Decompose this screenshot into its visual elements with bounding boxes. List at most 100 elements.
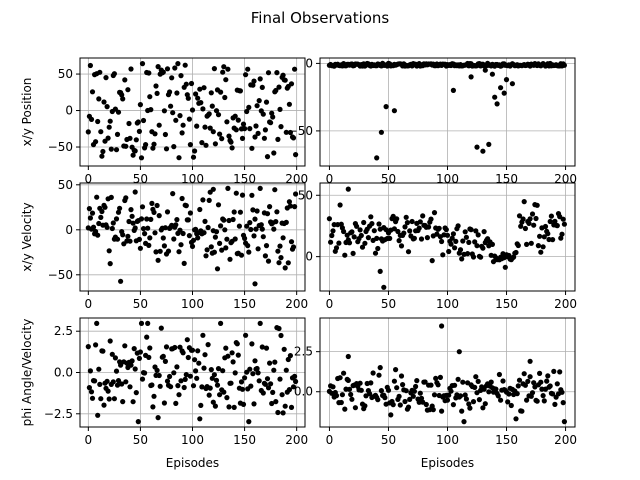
data-point bbox=[255, 130, 261, 136]
data-point bbox=[165, 248, 172, 254]
data-point bbox=[155, 64, 161, 70]
data-point bbox=[236, 223, 242, 229]
data-point bbox=[521, 371, 527, 377]
data-point bbox=[326, 216, 332, 222]
data-point bbox=[265, 70, 272, 76]
data-point bbox=[403, 388, 409, 394]
data-point bbox=[398, 243, 405, 249]
x-tick-label: 0 bbox=[85, 172, 93, 186]
data-point bbox=[190, 154, 197, 160]
data-point bbox=[247, 126, 253, 132]
data-point bbox=[94, 194, 100, 200]
data-point bbox=[153, 83, 159, 89]
data-point bbox=[180, 350, 186, 356]
data-point bbox=[510, 254, 517, 260]
data-point bbox=[139, 204, 146, 210]
data-point bbox=[524, 397, 530, 403]
data-point bbox=[337, 202, 343, 208]
data-point bbox=[183, 81, 189, 87]
data-point bbox=[330, 384, 336, 390]
data-point bbox=[435, 382, 441, 388]
data-point bbox=[396, 393, 402, 399]
data-point bbox=[473, 374, 479, 380]
data-point bbox=[204, 247, 210, 253]
data-point bbox=[179, 195, 185, 202]
data-point bbox=[248, 383, 254, 389]
data-point bbox=[551, 368, 557, 374]
data-point bbox=[476, 397, 482, 403]
data-point bbox=[278, 124, 284, 130]
data-point bbox=[391, 108, 397, 114]
data-point bbox=[279, 392, 285, 398]
data-point bbox=[538, 379, 544, 385]
data-point bbox=[101, 99, 107, 105]
x-tick-label: 150 bbox=[495, 433, 518, 447]
data-point bbox=[502, 264, 508, 270]
x-tick-label: 200 bbox=[554, 297, 577, 311]
data-point bbox=[286, 387, 292, 393]
data-point bbox=[123, 379, 129, 385]
data-point bbox=[220, 368, 226, 374]
data-point bbox=[217, 240, 223, 246]
data-point bbox=[211, 66, 217, 72]
data-point bbox=[90, 224, 97, 230]
data-point bbox=[288, 239, 295, 245]
data-point bbox=[472, 384, 478, 390]
data-point bbox=[259, 344, 265, 350]
data-point bbox=[189, 347, 196, 353]
data-point bbox=[466, 401, 472, 407]
data-point bbox=[140, 226, 147, 232]
data-point bbox=[223, 77, 229, 83]
data-point bbox=[129, 358, 135, 364]
data-point bbox=[256, 378, 262, 384]
data-point bbox=[237, 209, 243, 215]
data-point bbox=[147, 94, 153, 100]
data-point bbox=[221, 217, 227, 223]
data-point bbox=[527, 374, 533, 380]
data-point bbox=[146, 354, 152, 360]
data-point bbox=[506, 391, 512, 397]
data-point bbox=[225, 353, 231, 359]
data-point bbox=[393, 367, 399, 373]
data-point bbox=[283, 367, 289, 373]
data-point bbox=[387, 235, 393, 241]
data-point bbox=[195, 348, 201, 354]
data-point bbox=[87, 62, 93, 69]
data-point bbox=[248, 226, 254, 233]
data-point bbox=[202, 124, 208, 130]
data-point bbox=[413, 383, 419, 390]
data-point bbox=[187, 210, 193, 216]
data-point bbox=[170, 191, 176, 197]
data-point bbox=[513, 416, 519, 422]
data-point bbox=[440, 252, 446, 258]
data-point bbox=[232, 113, 238, 119]
data-point bbox=[285, 356, 291, 363]
y-tick-label: 2.5 bbox=[54, 324, 73, 338]
data-point bbox=[151, 393, 157, 399]
panel-middle-right: 0 50 100 150 200 0 50 bbox=[298, 182, 577, 311]
data-point bbox=[500, 378, 506, 384]
data-point bbox=[260, 111, 266, 117]
data-point bbox=[250, 371, 256, 377]
data-point bbox=[446, 248, 452, 255]
data-point bbox=[330, 228, 336, 234]
data-point bbox=[150, 145, 156, 151]
data-point bbox=[208, 367, 214, 373]
data-point bbox=[505, 399, 511, 405]
data-point bbox=[359, 244, 366, 250]
data-point bbox=[557, 369, 563, 375]
data-point bbox=[333, 393, 340, 399]
data-point bbox=[559, 231, 565, 237]
data-point bbox=[431, 392, 438, 398]
x-tick-label: 0 bbox=[326, 433, 334, 447]
data-point bbox=[177, 227, 183, 233]
data-point bbox=[418, 236, 425, 242]
data-point bbox=[251, 401, 257, 407]
data-point bbox=[192, 357, 198, 363]
data-point bbox=[147, 235, 153, 241]
data-point bbox=[193, 91, 199, 97]
data-point bbox=[214, 382, 221, 388]
data-point bbox=[265, 258, 272, 264]
data-point bbox=[233, 190, 239, 196]
data-point bbox=[480, 148, 486, 154]
